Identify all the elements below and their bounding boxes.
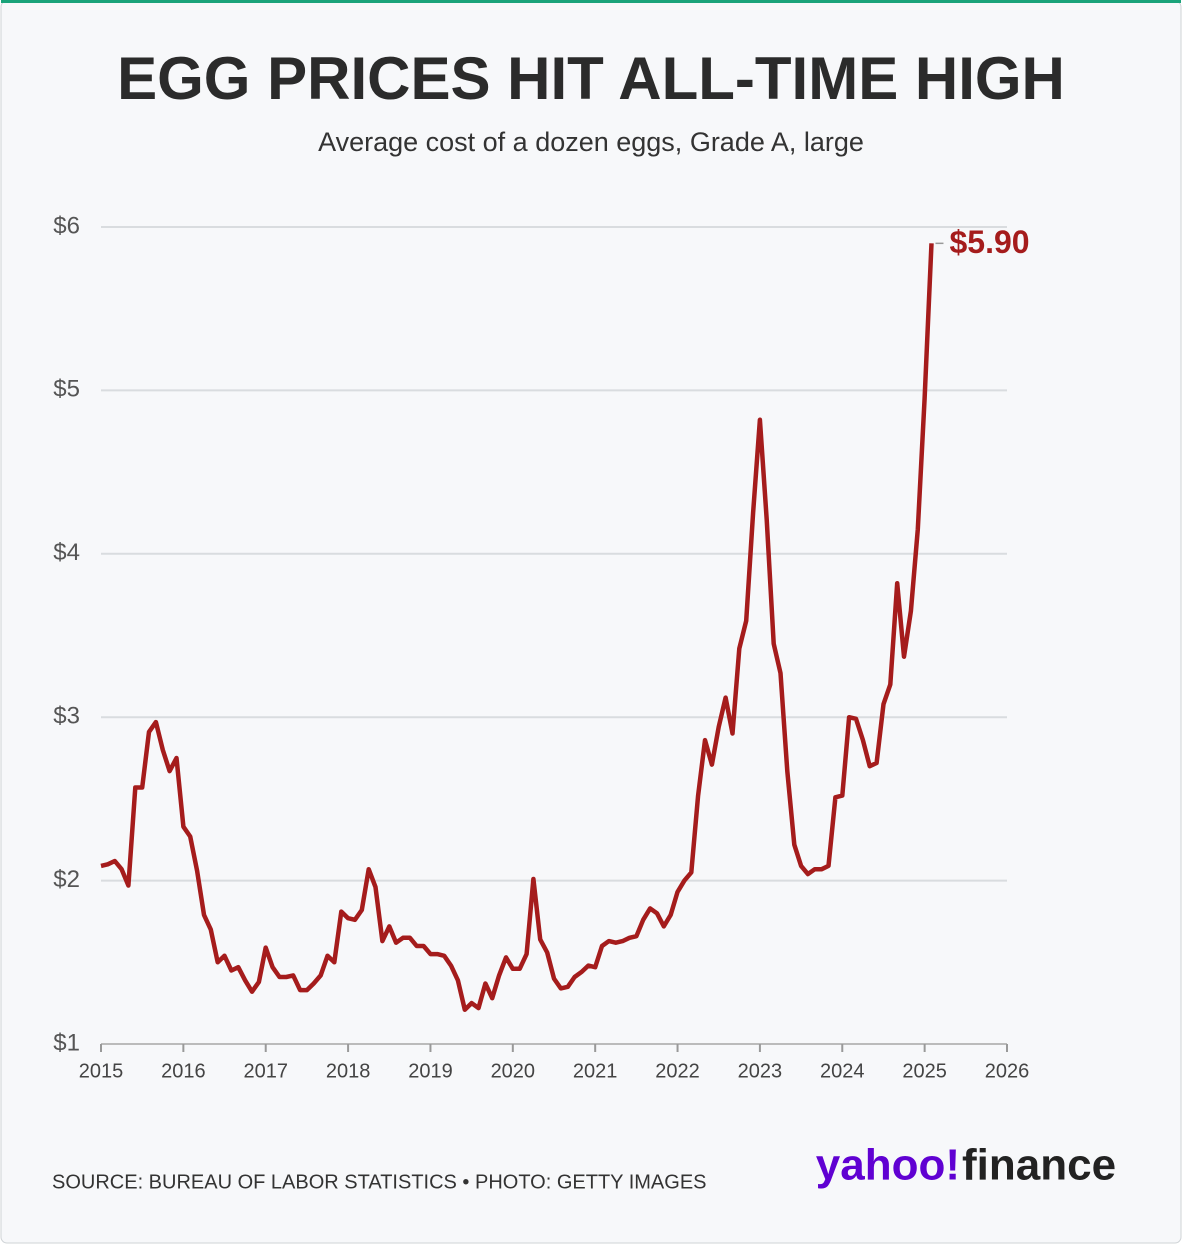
annotation: $5.90 xyxy=(949,224,1029,260)
source: SOURCE: BUREAU OF LABOR STATISTICS • PHO… xyxy=(52,1171,707,1193)
logo-brand: yahoo! xyxy=(816,1141,960,1190)
x-tick-label: 2021 xyxy=(573,1060,618,1082)
x-tick-label: 2025 xyxy=(902,1060,947,1082)
y-tick-label: $4 xyxy=(53,539,80,566)
line xyxy=(100,243,934,1012)
y-tick-label: $3 xyxy=(53,703,80,730)
chart-title: EGG PRICES HIT ALL-TIME HIGH xyxy=(117,45,1065,112)
top-border xyxy=(1,0,1181,3)
y-tick-label: $5 xyxy=(53,376,80,403)
x-tick-label: 2023 xyxy=(738,1060,783,1082)
x-tick-label: 2020 xyxy=(491,1060,536,1082)
x-tick-label: 2015 xyxy=(79,1060,124,1082)
x-tick-label: 2022 xyxy=(655,1060,700,1082)
y-tick-label: $2 xyxy=(53,866,80,893)
logo-product: finance xyxy=(962,1141,1116,1190)
x-tick-label: 2016 xyxy=(161,1060,206,1082)
x-tick-label: 2017 xyxy=(243,1060,288,1082)
x-tick-label: 2019 xyxy=(408,1060,453,1082)
chart-subtitle: Average cost of a dozen eggs, Grade A, l… xyxy=(318,127,864,157)
x-tick-label: 2024 xyxy=(820,1060,865,1082)
y-tick-label: $1 xyxy=(53,1029,80,1056)
x-tick-label: 2018 xyxy=(326,1060,371,1082)
x-tick-label: 2026 xyxy=(985,1060,1030,1082)
y-tick-label: $6 xyxy=(53,212,80,239)
